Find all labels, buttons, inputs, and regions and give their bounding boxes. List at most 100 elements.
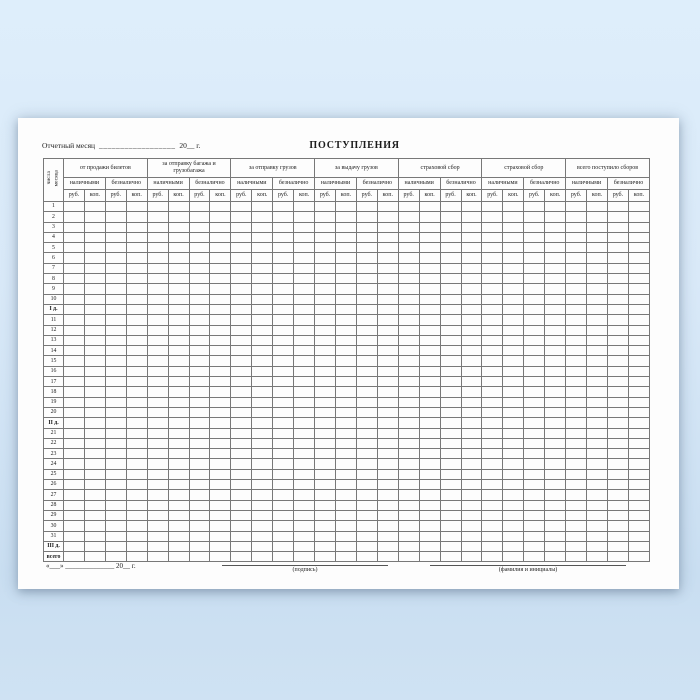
data-cell [63,231,85,244]
data-cell [146,211,169,223]
data-cell [334,273,357,285]
data-cell [606,396,629,408]
data-cell [251,489,274,501]
data-cell [146,499,169,511]
data-cell [104,345,127,357]
data-cell [272,231,295,244]
data-cell [83,242,106,254]
data-cell [293,273,316,285]
data-cell [355,221,378,233]
data-cell [230,551,253,563]
data-cell [355,262,378,275]
column-group-header: за отправку грузов [230,158,316,178]
data-cell [63,417,85,429]
data-cell [627,417,651,429]
data-cell [565,468,588,481]
table-row: 17 [43,376,651,388]
data-cell [523,334,546,347]
data-cell [460,211,483,223]
data-cell [460,355,483,367]
data-cell [125,479,148,491]
data-cell [272,448,295,460]
data-cell [460,489,483,501]
data-cell [355,386,378,398]
data-cell [439,530,462,542]
data-cell [125,540,148,553]
data-cell [314,283,336,295]
data-cell [146,355,169,367]
data-cell [397,437,420,450]
data-cell [146,458,169,470]
data-cell [272,365,295,378]
data-cell [439,262,462,275]
data-cell [104,262,127,275]
data-cell [104,520,127,532]
data-cell [251,396,274,408]
data-cell [523,386,546,398]
day-column-header: числа месяца [43,158,64,202]
data-cell [418,334,441,347]
data-cell [83,530,106,542]
data-cell [293,551,316,563]
data-cell [376,242,399,254]
data-cell [334,324,357,336]
data-cell [251,479,274,491]
data-cell [460,499,483,511]
data-cell [209,551,232,563]
data-cell [502,427,525,439]
data-cell [188,355,211,367]
data-cell [397,396,420,408]
data-cell [188,273,211,285]
data-cell [272,324,295,336]
data-cell [188,540,211,553]
data-cell [272,273,295,285]
data-cell [481,376,504,388]
data-cell [627,530,651,542]
data-cell [146,365,169,378]
unit-header: коп. [125,189,148,202]
data-cell [397,406,420,419]
data-cell [376,489,399,501]
data-cell [167,293,190,305]
data-cell [606,231,629,244]
data-cell [251,200,274,213]
data-cell [544,242,567,254]
table-row: 30 [43,520,651,532]
data-cell [606,520,629,532]
data-cell [104,551,127,563]
day-cell: 15 [43,355,64,367]
data-cell [251,540,274,553]
data-cell [523,293,546,305]
data-cell [523,479,546,491]
data-cell [63,530,85,542]
data-cell [523,283,546,295]
data-cell [334,293,357,305]
data-cell [209,334,232,347]
data-cell [376,200,399,213]
data-cell [544,396,567,408]
data-cell [502,540,525,553]
data-cell [565,200,588,213]
data-cell [439,334,462,347]
data-cell [418,396,441,408]
data-cell [230,231,253,244]
data-cell [314,293,336,305]
signature-block: (подпись) [222,565,388,573]
data-cell [627,448,651,460]
data-cell [439,417,462,429]
data-cell [188,448,211,460]
data-cell [272,345,295,357]
unit-header: руб. [606,189,629,202]
data-cell [314,530,336,542]
data-cell [586,283,608,295]
data-cell [293,314,316,326]
data-cell [460,262,483,275]
data-cell [481,437,504,450]
table-row: 22 [43,437,651,450]
payment-method-header: наличными [314,177,357,190]
data-cell [104,211,127,223]
data-cell [314,479,336,491]
data-cell [376,520,399,532]
data-cell [125,437,148,450]
report-month-blank: __________________ [98,141,176,150]
